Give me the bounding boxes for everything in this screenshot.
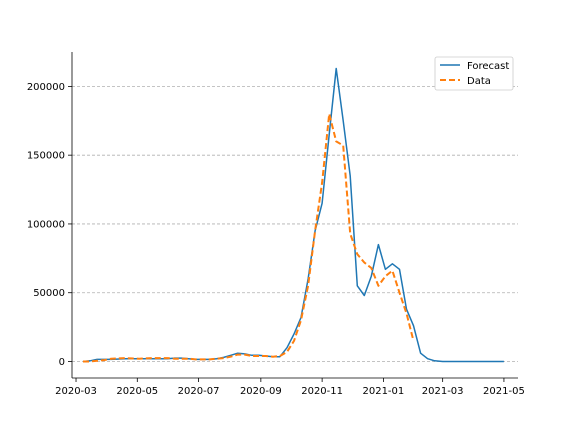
x-tick-label: 2020-05 xyxy=(116,386,158,397)
y-tick-label: 100000 xyxy=(27,219,65,230)
y-tick-label: 200000 xyxy=(27,82,65,93)
axes xyxy=(71,52,518,379)
legend-forecast-label: Forecast xyxy=(467,61,509,72)
legend: Forecast Data xyxy=(434,56,514,91)
series-layer xyxy=(82,67,504,363)
x-tick-label: 2020-03 xyxy=(55,386,97,397)
legend-data-label: Data xyxy=(467,76,491,87)
x-tick-label: 2020-07 xyxy=(178,386,220,397)
x-tick-label: 2021-03 xyxy=(422,386,464,397)
x-tick-label: 2021-05 xyxy=(483,386,525,397)
data-series-line xyxy=(83,112,415,363)
y-tick-label: 0 xyxy=(59,357,65,368)
y-tick-label: 150000 xyxy=(27,151,65,162)
x-tick-label: 2021-01 xyxy=(362,386,404,397)
y-tick-label: 50000 xyxy=(33,288,65,299)
x-tick-label: 2020-09 xyxy=(240,386,282,397)
x-tick-label: 2020-11 xyxy=(301,386,343,397)
forecast-series-line xyxy=(82,67,504,363)
grid-lines xyxy=(72,85,518,362)
ticks: 0 50000 100000 150000 200000 2020-03 2020-05 20… xyxy=(27,82,525,397)
